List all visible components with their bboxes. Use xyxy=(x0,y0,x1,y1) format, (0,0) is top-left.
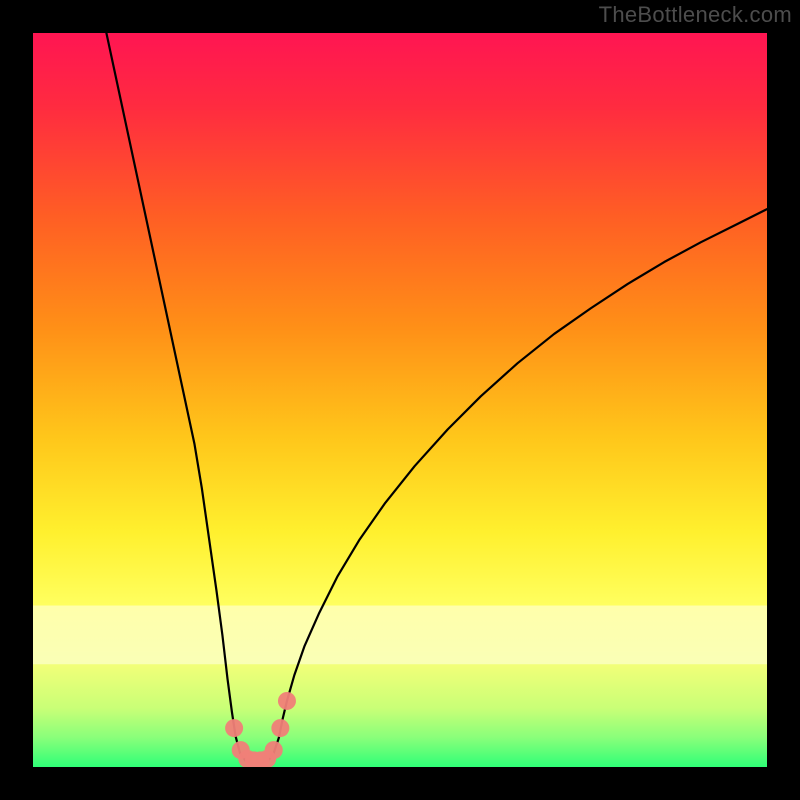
watermark-label: TheBottleneck.com xyxy=(599,2,792,28)
plot-area xyxy=(33,33,767,769)
marker-dot xyxy=(225,719,243,737)
marker-dot xyxy=(271,719,289,737)
marker-dot xyxy=(278,692,296,710)
highlight-band xyxy=(33,606,767,665)
bottleneck-chart xyxy=(0,0,800,800)
marker-dot xyxy=(265,741,283,759)
stage: TheBottleneck.com xyxy=(0,0,800,800)
